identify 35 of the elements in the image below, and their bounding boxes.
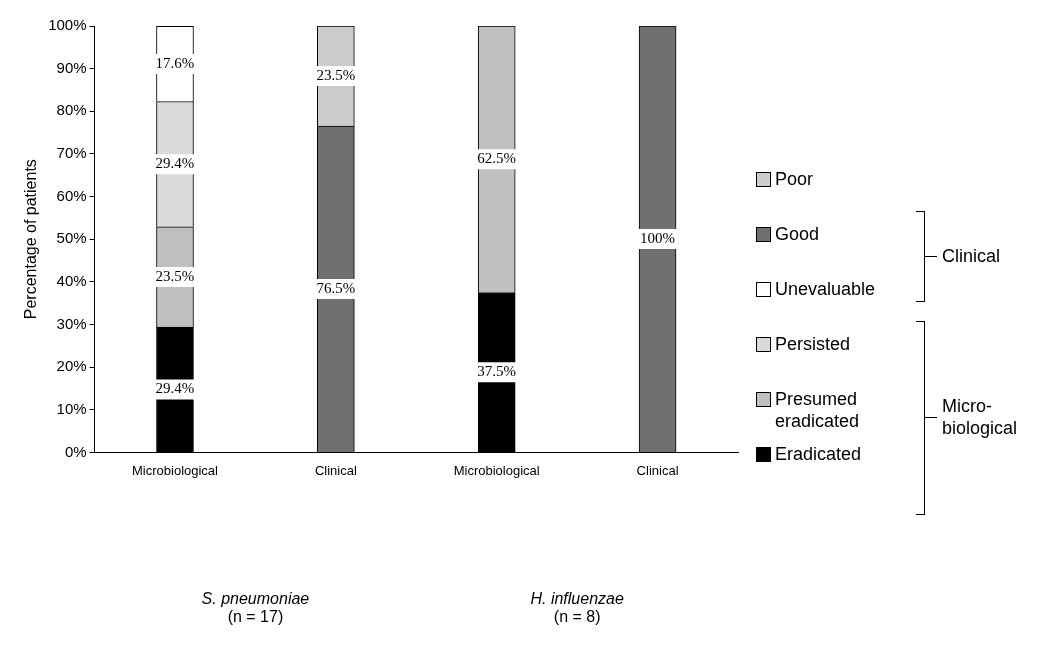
data-label: 29.4% [155,380,195,397]
y-tick-label: 100% [48,16,87,34]
x-tick-label: Clinical [314,462,357,478]
data-label: 17.6% [155,54,195,71]
text: Micro-biological [942,395,1018,439]
x-tick-label: Clinical [636,462,679,478]
y-tick-label: 0% [64,442,87,460]
x-tick-label: Microbiological [132,462,219,478]
y-tick-label: 90% [56,58,87,76]
y-axis-title: Percentage of patients [22,159,40,320]
data-label: 23.5% [316,67,356,84]
data-label: 37.5% [477,363,517,380]
y-tick-label: 50% [56,229,87,247]
legend-label: Poor [775,168,814,190]
y-tick-label: 30% [56,314,87,332]
y-tick-label: 40% [56,271,87,289]
data-label: 76.5% [316,279,356,296]
y-tick-label: 60% [56,186,87,204]
x-tick-label: Microbiological [453,462,540,478]
y-tick-label: 20% [56,357,87,375]
legend-label: Good [775,223,820,245]
legend-label: Presumed eradicated [775,388,861,432]
text: S. pneumoniae (n = 17) [201,590,310,626]
text: Clinical [942,244,1001,267]
legend-label: Eradicated [775,443,862,465]
data-label: 62.5% [477,150,517,167]
y-tick-label: 70% [56,144,87,162]
legend-label: Unevaluable [775,278,876,300]
y-tick-label: 10% [56,399,87,417]
data-label: 29.4% [155,155,195,172]
data-label: 23.5% [155,267,195,284]
data-label: 100% [640,229,676,246]
text: H. influenzae (n = 8) [530,590,624,626]
y-tick-label: 80% [56,101,87,119]
legend-label: Persisted [775,333,851,355]
